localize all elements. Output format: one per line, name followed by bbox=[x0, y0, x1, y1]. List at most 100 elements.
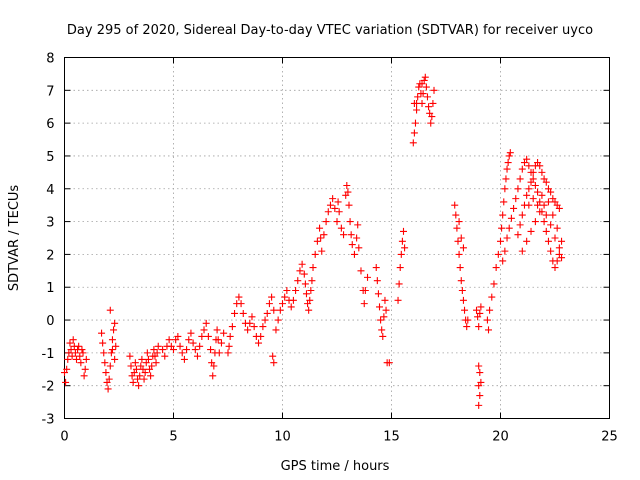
data-point bbox=[527, 178, 535, 186]
data-point bbox=[525, 201, 533, 209]
data-point bbox=[502, 175, 510, 183]
data-point bbox=[335, 208, 343, 216]
data-point bbox=[505, 224, 513, 232]
data-point bbox=[453, 224, 461, 232]
data-point bbox=[473, 306, 481, 314]
data-point bbox=[536, 162, 544, 170]
data-point bbox=[104, 385, 112, 393]
y-tick-label: 5 bbox=[46, 150, 54, 165]
data-point bbox=[353, 234, 361, 242]
data-point bbox=[413, 99, 421, 107]
data-point bbox=[159, 346, 167, 354]
data-point bbox=[78, 346, 86, 354]
data-point bbox=[385, 359, 393, 367]
data-point bbox=[531, 181, 539, 189]
data-point bbox=[379, 332, 387, 340]
data-point bbox=[455, 218, 463, 226]
data-point bbox=[518, 165, 526, 173]
data-point bbox=[111, 355, 119, 363]
data-point bbox=[504, 159, 512, 167]
data-point bbox=[457, 234, 465, 242]
data-point bbox=[544, 237, 552, 245]
data-point bbox=[523, 191, 531, 199]
data-point bbox=[399, 227, 407, 235]
data-point bbox=[490, 280, 498, 288]
x-tick-labels: 0 5 10 15 20 25 bbox=[60, 430, 617, 445]
data-point bbox=[276, 306, 284, 314]
data-point bbox=[544, 198, 552, 206]
data-point bbox=[217, 339, 225, 347]
data-point bbox=[69, 336, 77, 344]
data-point bbox=[394, 296, 402, 304]
data-point bbox=[274, 316, 282, 324]
data-point bbox=[259, 323, 267, 331]
data-point bbox=[415, 83, 423, 91]
data-point bbox=[63, 365, 71, 373]
data-point bbox=[361, 287, 369, 295]
data-point bbox=[455, 250, 463, 258]
data-point bbox=[106, 306, 114, 314]
data-point bbox=[316, 224, 324, 232]
data-point bbox=[350, 250, 358, 258]
data-point bbox=[418, 80, 426, 88]
data-point bbox=[143, 349, 151, 357]
data-point bbox=[136, 372, 144, 380]
data-point bbox=[422, 83, 430, 91]
data-point bbox=[463, 323, 471, 331]
data-point bbox=[72, 355, 80, 363]
data-point bbox=[499, 257, 507, 265]
data-point bbox=[503, 234, 511, 242]
data-point bbox=[261, 316, 269, 324]
data-point bbox=[250, 323, 258, 331]
data-point bbox=[505, 152, 513, 160]
y-tick-label: -3 bbox=[42, 413, 55, 428]
data-point bbox=[501, 247, 509, 255]
data-point bbox=[547, 221, 555, 229]
data-point bbox=[287, 303, 295, 311]
data-point bbox=[428, 113, 436, 121]
data-point bbox=[534, 188, 542, 196]
data-point bbox=[411, 119, 419, 127]
data-point bbox=[360, 300, 368, 308]
data-point bbox=[364, 273, 372, 281]
data-point bbox=[523, 237, 531, 245]
data-point bbox=[458, 287, 466, 295]
data-point bbox=[558, 237, 566, 245]
data-point bbox=[525, 185, 533, 193]
data-point bbox=[66, 339, 74, 347]
data-point bbox=[354, 221, 362, 229]
data-point bbox=[475, 401, 483, 409]
data-point bbox=[98, 329, 106, 337]
data-point bbox=[527, 227, 535, 235]
data-point bbox=[398, 237, 406, 245]
data-point bbox=[289, 296, 297, 304]
data-point bbox=[540, 218, 548, 226]
y-tick-label: -2 bbox=[42, 380, 55, 395]
data-point bbox=[193, 352, 201, 360]
data-point bbox=[226, 332, 234, 340]
data-point bbox=[180, 355, 188, 363]
data-point bbox=[231, 309, 239, 317]
data-point bbox=[475, 362, 483, 370]
data-point bbox=[150, 346, 158, 354]
data-point bbox=[475, 323, 483, 331]
data-point bbox=[477, 303, 485, 311]
data-point bbox=[152, 359, 160, 367]
data-point bbox=[298, 260, 306, 268]
data-point bbox=[196, 342, 204, 350]
data-point bbox=[421, 73, 429, 81]
data-point bbox=[492, 264, 500, 272]
y-axis-label: SDTVAR / TECUs bbox=[7, 185, 22, 292]
data-point bbox=[459, 244, 467, 252]
data-point bbox=[503, 165, 511, 173]
data-point bbox=[494, 250, 502, 258]
data-point bbox=[108, 336, 116, 344]
data-point bbox=[235, 293, 243, 301]
data-point bbox=[265, 300, 273, 308]
data-point bbox=[499, 211, 507, 219]
data-point bbox=[516, 221, 524, 229]
data-point bbox=[549, 211, 557, 219]
data-point bbox=[207, 346, 215, 354]
data-point bbox=[512, 195, 520, 203]
data-point bbox=[246, 319, 254, 327]
